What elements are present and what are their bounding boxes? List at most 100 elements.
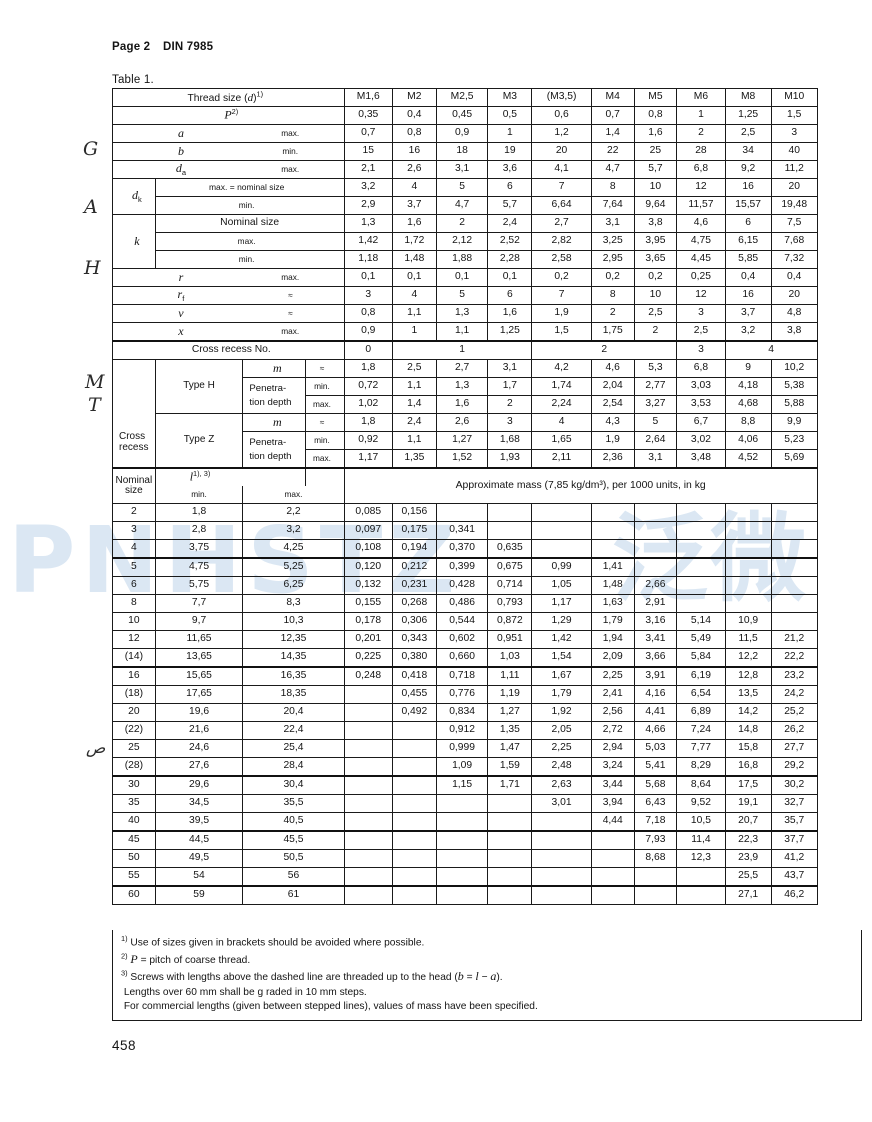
cross-recess-row-5: max. 1,17 1,35 1,52 1,93 2,11 2,36 3,1 3,48 4,52 5…: [113, 449, 864, 469]
mass-length-min: 1,8: [154, 503, 244, 522]
mass-value: [724, 557, 772, 577]
cross-recess-value: 1,4: [391, 395, 437, 414]
mass-row: 40 39,5 40,5 4,44 7,18 10,5 20,7 35,7: [112, 812, 864, 832]
mass-value: 1,09: [435, 757, 489, 777]
mass-value: [435, 794, 489, 813]
mass-value: 2,25: [590, 666, 635, 686]
cross-recess-value: 2,11: [531, 449, 592, 469]
mass-nominal-size: 16: [112, 666, 156, 686]
mass-value: 0,248: [343, 666, 393, 686]
mass-value: [391, 739, 437, 758]
dim-value: 6,15: [724, 232, 772, 251]
cross-recess-value: 4: [531, 413, 592, 432]
cross-recess-value: 3,53: [676, 395, 726, 414]
dim-row-v-11: v ≈0,8 1,1 1,3 1,6 1,9 2 2,5 3 3,7 4,8: [111, 304, 864, 323]
mass-nominal-size: 2: [112, 503, 156, 522]
thread-size-2: M2: [391, 88, 437, 107]
mass-value: [487, 503, 533, 522]
mass-value: [343, 867, 393, 887]
mass-value: 5,41: [633, 757, 678, 777]
cross-recess-value: 2,24: [531, 395, 592, 414]
row-symbol-dk: dk: [112, 178, 156, 215]
dim-value: 2: [435, 214, 489, 233]
mass-value: [724, 594, 772, 613]
mass-value: 13,5: [724, 685, 772, 704]
mass-value: 0,418: [391, 666, 437, 686]
mass-length-max: 35,5: [242, 794, 345, 813]
cross-recess-value: 3,1: [487, 359, 533, 378]
mass-header-row: Nominal size l1), 3) Approximate mass (7,85…: [112, 467, 864, 504]
mass-value: [487, 849, 533, 868]
dim-value: 0,9: [343, 322, 393, 342]
cross-recess-value: 2,5: [391, 359, 437, 378]
mass-nominal-size: 30: [112, 775, 156, 795]
mass-value: 0,660: [435, 648, 489, 668]
mass-value: 2,09: [590, 648, 635, 668]
dim-value: 0,1: [487, 268, 533, 287]
mass-length-min: 34,5: [154, 794, 244, 813]
dim-value: 2,58: [531, 250, 592, 269]
dim-value: 1,1: [435, 322, 489, 342]
mass-value: [590, 885, 635, 905]
mass-row: (28) 27,6 28,4 1,09 1,59 2,48 3,24 5,41 8,29 16,8…: [112, 757, 864, 777]
row-qualifier: max.: [154, 232, 345, 251]
penetration-depth-label: Penetra-tion depth: [242, 431, 307, 469]
mass-row: 45 44,5 45,5 7,93 11,4 22,3 37,7: [112, 830, 864, 850]
dim-value: 10: [633, 178, 678, 197]
thread-size-4: M3: [487, 88, 533, 107]
mass-value: 0,999: [435, 739, 489, 758]
cross-recess-type-label: Type H: [154, 359, 244, 414]
mass-value: 1,59: [487, 757, 533, 777]
cross-recess-value: 4,6: [590, 359, 635, 378]
mass-row: (14) 13,65 14,35 0,225 0,380 0,660 1,03 1,54 2,0…: [112, 648, 864, 668]
mass-row: 10 9,7 10,3 0,178 0,306 0,544 0,872 1,29 1,79 3,1…: [112, 612, 864, 631]
mass-value: 1,03: [487, 648, 533, 668]
dim-value: 2,5: [633, 304, 678, 323]
mass-value: 16,8: [724, 757, 772, 777]
dim-value: 2,82: [531, 232, 592, 251]
mass-value: 17,5: [724, 775, 772, 795]
dim-value: 3,95: [633, 232, 678, 251]
mass-value: [343, 885, 393, 905]
dim-value: 0,2: [633, 268, 678, 287]
mass-value: 0,231: [391, 576, 437, 595]
cross-recess-value: 5,88: [770, 395, 818, 414]
mass-nominal-size: (18): [112, 685, 156, 704]
margin-mark-g: G: [83, 138, 99, 160]
dim-value: 9,64: [633, 196, 678, 215]
mass-value: [343, 685, 393, 704]
mass-length-max: 18,35: [242, 685, 345, 704]
mass-value: [391, 757, 437, 777]
mass-value: 0,714: [487, 576, 533, 595]
margin-mark-a: A: [84, 196, 98, 218]
dim-value: 1,72: [391, 232, 437, 251]
mass-value: 1,41: [590, 557, 635, 577]
dim-value: 5,7: [487, 196, 533, 215]
mass-value: [590, 539, 635, 559]
mass-length-max: 3,2: [242, 521, 345, 540]
dim-value: 25: [633, 142, 678, 161]
mass-value: [724, 539, 772, 559]
dim-value: 2: [676, 124, 726, 143]
cross-recess-value: 1,74: [531, 377, 592, 396]
mass-value: [770, 594, 818, 613]
cross-recess-value: 1,02: [343, 395, 393, 414]
mass-value: 0,602: [435, 630, 489, 649]
mass-value: [724, 576, 772, 595]
dim-value: 0,1: [343, 268, 393, 287]
mass-row: 8 7,7 8,3 0,155 0,268 0,486 0,793 1,17 1,63 2,91: [112, 594, 864, 613]
footnote-2: 2) P = pitch of coarse thread.: [121, 951, 251, 966]
mass-value: 1,27: [487, 703, 533, 722]
mass-value: 11,4: [676, 830, 726, 850]
dim-value: 7,32: [770, 250, 818, 269]
mass-value: 30,2: [770, 775, 818, 795]
dim-value: 6,64: [531, 196, 592, 215]
cross-recess-no-4: 4: [724, 340, 818, 360]
mass-nominal-size: 3: [112, 521, 156, 540]
dim-value: 16: [724, 178, 772, 197]
cross-recess-value: 1,65: [531, 431, 592, 450]
mass-value: 0,225: [343, 648, 393, 668]
mass-row: 25 24,6 25,4 0,999 1,47 2,25 2,94 5,03 7,77 15,8 2…: [112, 739, 864, 758]
mass-length-min: 11,65: [154, 630, 244, 649]
mass-value: [343, 757, 393, 777]
